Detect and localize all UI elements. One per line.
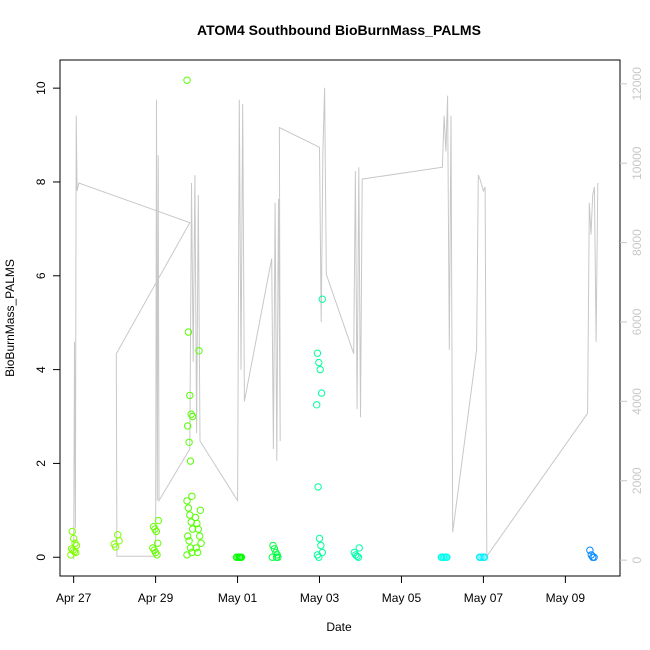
data-point (316, 365, 324, 374)
data-point (318, 548, 326, 557)
y-tick-label: 10 (34, 81, 48, 95)
x-tick-label: Apr 27 (56, 591, 92, 605)
data-point (186, 544, 195, 552)
data-point (195, 347, 203, 355)
y-tick-label: 6 (34, 272, 48, 279)
data-point (188, 525, 197, 533)
data-point (355, 544, 363, 552)
y2-tick-label: 0 (630, 556, 644, 563)
chart-title: ATOM4 Southbound BioBurnMass_PALMS (197, 22, 481, 38)
data-point (71, 539, 79, 547)
data-point (110, 540, 118, 548)
data-point (196, 506, 205, 514)
data-point (185, 438, 193, 446)
data-point (186, 391, 194, 400)
y2-tick-label: 10000 (630, 146, 644, 180)
data-point (196, 532, 204, 540)
data-point (269, 541, 277, 550)
data-point (313, 401, 321, 409)
data-point (188, 548, 196, 557)
data-point (192, 544, 200, 552)
data-point (193, 548, 202, 557)
data-point (70, 534, 78, 543)
x-tick-label: May 01 (218, 591, 258, 605)
x-tick-label: May 05 (382, 591, 422, 605)
data-point (315, 358, 323, 367)
data-point (272, 548, 280, 557)
data-point (232, 553, 241, 561)
x-tick-label: May 03 (300, 591, 340, 605)
data-point (317, 541, 325, 550)
data-point (438, 553, 446, 561)
data-point (314, 483, 322, 491)
data-point (443, 553, 451, 561)
data-point (586, 546, 594, 554)
data-point (315, 534, 324, 543)
data-point (313, 349, 322, 357)
x-axis-label: Date (326, 620, 352, 634)
y-tick-label: 2 (34, 460, 48, 467)
right-axis-line-series (73, 87, 599, 560)
data-point (184, 504, 193, 512)
data-point (183, 497, 191, 505)
line-layer (73, 87, 599, 560)
y-tick-label: 4 (34, 366, 48, 373)
data-point (350, 548, 358, 557)
y2-tick-label: 6000 (630, 308, 644, 335)
data-point (188, 492, 196, 500)
y-axis-label: BioBurnMass_PALMS (3, 259, 17, 377)
x-tick-label: Apr 29 (138, 591, 174, 605)
y-axis: 0 2 4 6 8 10 (34, 81, 60, 561)
data-point (184, 532, 192, 540)
data-point (587, 551, 595, 559)
data-point (154, 539, 162, 547)
y-tick-label: 8 (34, 178, 48, 185)
data-point (185, 537, 193, 545)
x-tick-label: May 09 (546, 591, 586, 605)
data-point (272, 553, 281, 561)
data-point (197, 539, 205, 547)
x-axis: Apr 27 Apr 29 May 01 May 03 May 05 May 07 May … (56, 575, 586, 605)
data-point (475, 553, 484, 561)
data-point (68, 527, 77, 536)
data-point (184, 422, 192, 430)
y2-tick-label: 8000 (630, 229, 644, 256)
data-point (154, 516, 163, 525)
data-point (186, 457, 195, 465)
data-point (194, 525, 203, 533)
data-point (184, 328, 193, 336)
data-point (479, 553, 487, 561)
y2-tick-label: 4000 (630, 388, 644, 415)
data-point (69, 546, 77, 554)
data-point (270, 545, 279, 553)
y2-axis: 0 2000 4000 6000 8000 10000 12000 (620, 67, 644, 563)
plot-area-frame (59, 59, 621, 577)
x-tick-label: May 07 (464, 591, 504, 605)
y2-tick-label: 2000 (630, 467, 644, 494)
data-point (149, 523, 158, 531)
data-point (183, 76, 191, 84)
data-point (149, 544, 157, 552)
data-point (67, 545, 76, 553)
point-layer (67, 76, 598, 561)
data-point (317, 389, 326, 397)
y-tick-label: 0 (34, 554, 48, 561)
data-point (236, 553, 244, 561)
y2-tick-label: 12000 (630, 67, 644, 101)
data-point (114, 531, 122, 539)
data-point (191, 513, 200, 522)
data-point (318, 295, 326, 303)
data-point (187, 410, 195, 418)
